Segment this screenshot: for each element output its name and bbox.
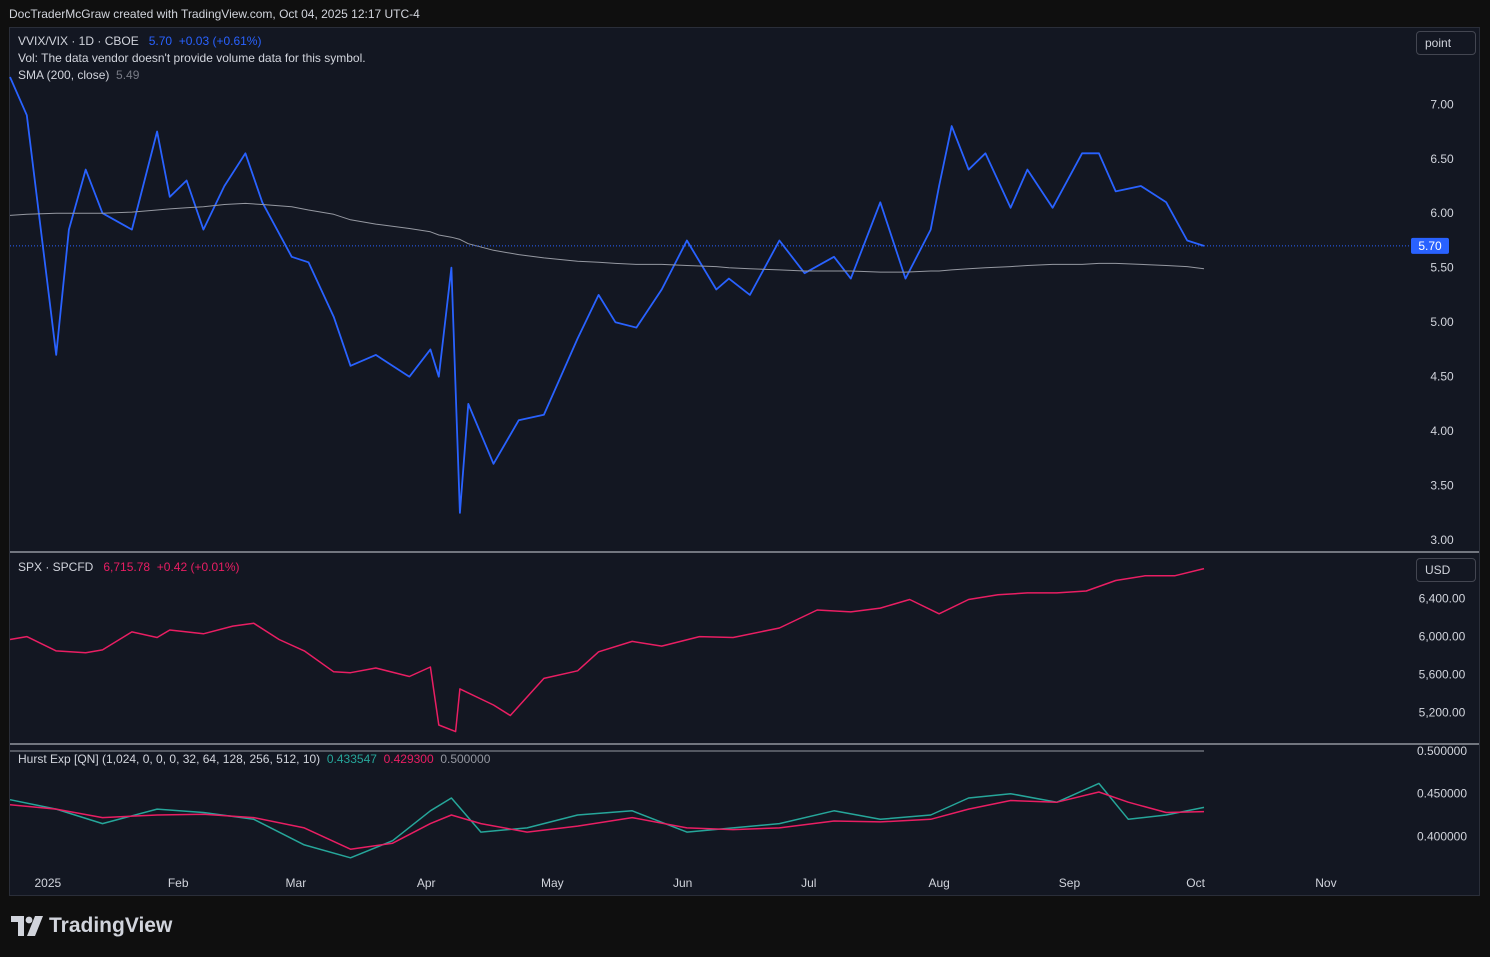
- sma-legend: SMA (200, close) 5.49: [18, 68, 139, 82]
- tradingview-logo[interactable]: TradingView: [11, 914, 172, 938]
- hurst-label[interactable]: Hurst Exp [QN] (1,024, 0, 0, 0, 32, 64, …: [18, 752, 321, 766]
- volume-note: Vol: The data vendor doesn't provide vol…: [18, 51, 366, 65]
- spx-change: +0.42 (+0.01%): [156, 560, 240, 574]
- y-tick-label: 6.50: [1430, 152, 1454, 166]
- y-tick-label: 5,200.00: [1419, 706, 1466, 720]
- main-change: +0.03 (+0.61%): [178, 34, 262, 48]
- last-price-tag-label: 5.70: [1418, 239, 1442, 253]
- y-tick-label: 5.00: [1430, 315, 1454, 329]
- series-line-spx[interactable]: [9, 567, 1205, 733]
- spx-legend: SPX · SPCFD 6,715.78 +0.42 (+0.01%): [18, 560, 240, 574]
- chart-header: DocTraderMcGraw created with TradingView…: [9, 7, 420, 21]
- y-tick-label: 6,000.00: [1419, 630, 1466, 644]
- x-tick-label: Apr: [417, 876, 436, 890]
- main-legend: VVIX/VIX · 1D · CBOE 5.70 +0.03 (+0.61%): [18, 34, 261, 48]
- x-tick-label: Aug: [928, 876, 949, 890]
- hurst-legend: Hurst Exp [QN] (1,024, 0, 0, 0, 32, 64, …: [18, 752, 490, 766]
- x-tick-label: Mar: [286, 876, 307, 890]
- hurst-value-1: 0.433547: [326, 752, 377, 766]
- y-tick-label: 3.50: [1430, 479, 1454, 493]
- brand-name: TradingView: [49, 914, 173, 937]
- y-tick-label: 0.400000: [1417, 829, 1467, 843]
- main-symbol[interactable]: VVIX/VIX · 1D · CBOE: [18, 34, 139, 48]
- y-tick-label: 5,600.00: [1419, 668, 1466, 682]
- spx-last-value: 6,715.78: [103, 560, 151, 574]
- x-tick-label: Nov: [1315, 876, 1336, 890]
- x-tick-label: May: [541, 876, 564, 890]
- x-tick-label: Oct: [1186, 876, 1205, 890]
- hurst-value-2: 0.429300: [383, 752, 434, 766]
- x-tick-label: Feb: [168, 876, 189, 890]
- y-tick-label: 0.450000: [1417, 787, 1467, 801]
- y-tick-label: 6,400.00: [1419, 592, 1466, 606]
- last-price-tag: [1411, 237, 1449, 254]
- main-last-value: 5.70: [148, 34, 173, 48]
- y-tick-label: 4.50: [1430, 370, 1454, 384]
- hurst-value-3: 0.500000: [440, 752, 491, 766]
- price-scale-mode-button[interactable]: point: [1416, 31, 1476, 55]
- y-tick-label: 5.50: [1430, 261, 1454, 275]
- series-line-sma-200-close-[interactable]: [9, 202, 1205, 273]
- tradingview-logo-icon: [11, 916, 43, 936]
- x-tick-label: Sep: [1059, 876, 1081, 890]
- series-line-hurst-slow[interactable]: [9, 791, 1205, 850]
- x-tick-label: 2025: [34, 876, 61, 890]
- x-tick-label: Jul: [801, 876, 816, 890]
- y-tick-label: 4.00: [1430, 424, 1454, 438]
- currency-button[interactable]: USD: [1416, 558, 1476, 582]
- x-tick-label: Jun: [673, 876, 692, 890]
- y-tick-label: 7.00: [1430, 97, 1454, 111]
- y-tick-label: 0.500000: [1417, 744, 1467, 758]
- series-line-vvix-vix[interactable]: [9, 76, 1205, 514]
- series-line-hurst-fast[interactable]: [9, 782, 1205, 859]
- sma-label[interactable]: SMA (200, close): [18, 68, 110, 82]
- y-tick-label: 6.00: [1430, 206, 1454, 220]
- y-tick-label: 3.00: [1430, 533, 1454, 547]
- spx-symbol[interactable]: SPX · SPCFD: [18, 560, 94, 574]
- sma-value: 5.49: [116, 68, 140, 82]
